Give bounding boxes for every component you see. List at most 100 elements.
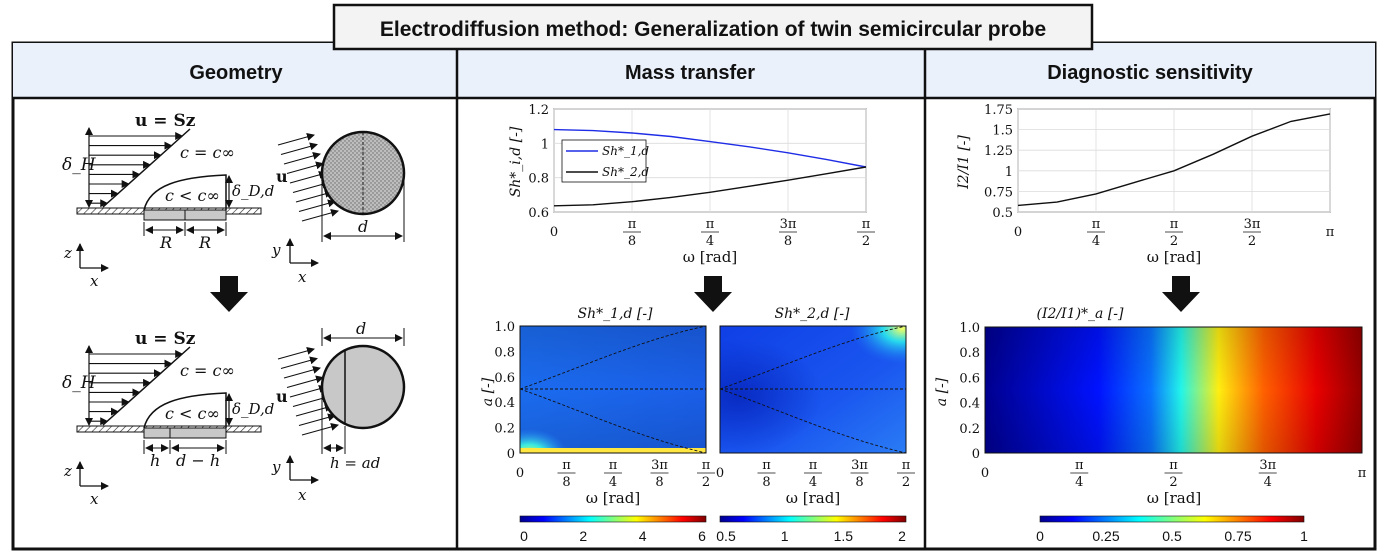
x-tick-label: 0 [981, 466, 989, 481]
down-arrow-sensitivity [1162, 276, 1200, 312]
heatmap3-x-ticks: 0 π 4 π 2 3π 4 π [981, 458, 1367, 490]
axis-x-plan-top: x [298, 268, 307, 286]
seg-d-minus-h: d − h [176, 451, 220, 470]
colorbar-tick-label: 4 [639, 528, 647, 544]
plan-flow-arrow [301, 209, 339, 222]
x-label-4: ω [rad] [1147, 248, 1201, 266]
colorbar-3-ticks: 0 0.25 0.5 0.75 1 [1036, 528, 1308, 544]
header-mass-transfer: Mass transfer [625, 62, 755, 84]
heatmap1-x-ticks: 0 π 8 π 4 3π 8 π 2 [516, 458, 715, 490]
heatmap1-y-label: a [-] [480, 377, 496, 406]
y-tick-label: 0.8 [494, 345, 515, 360]
header-band [13, 43, 1375, 98]
colorbar-tick-label: 0.25 [1092, 528, 1119, 544]
x-tick-label: π [706, 217, 715, 232]
x-tick-label: 2 [1169, 475, 1177, 490]
heatmap3-y-label: a [-] [934, 377, 950, 406]
heatmap1-y-ticks: 0 0.2 0.4 0.6 0.8 1.0 [494, 320, 515, 462]
colorbar-2 [719, 515, 907, 523]
split-label: h = ad [330, 454, 380, 472]
legend-label-sh2: Sh*_2,d [602, 165, 649, 179]
x-tick-label: π [809, 458, 818, 473]
plan-flow-arrow [301, 423, 339, 436]
x-tick-label: 3π [780, 217, 797, 232]
figure-title: Electrodiffusion method: Generalization … [380, 18, 1046, 41]
colorbar-tick-label: 0.75 [1224, 528, 1251, 544]
seg-h: h [150, 451, 160, 470]
x-tick-label: 3π [1244, 217, 1261, 232]
colorbar-3 [1039, 515, 1305, 523]
colorbar-tick-label: 2 [579, 528, 587, 544]
colorbar-tick-label: 1 [1300, 528, 1308, 544]
legend-label-sh1: Sh*_1,d [602, 144, 649, 158]
title-box [332, 3, 1094, 51]
x-tick-label: 3π [851, 458, 868, 473]
chart-heatmap-ratio: (I2/I1)*_a [-] a [-] ω [rad] 00.20.40.60… [934, 306, 1367, 544]
y-tick-label: 0.8 [959, 346, 980, 361]
colorbar-tick-label: 1 [781, 528, 789, 544]
series-sh1-line [553, 128, 867, 168]
y-label-4: I2/I1 [-] [956, 135, 972, 190]
heatmap1-contour-upper [519, 325, 707, 390]
axis-x-bottom: x [90, 490, 99, 508]
heatmap1-contour-lower [519, 388, 707, 454]
y-ticks-4: 0.5 0.75 1 1.25 1.5 1.75 [984, 103, 1013, 221]
heatmap1-edge [520, 448, 706, 453]
x-ticks-4: 0 π 4 π 2 3π 2 π [1014, 217, 1335, 249]
x-tick-label: 0 [550, 225, 558, 240]
x-tick-label: 2 [902, 475, 910, 490]
heatmap2-title: Sh*_2,d [-] [774, 306, 850, 322]
plan-flow-arrow [295, 190, 333, 203]
velocity-vectors [89, 132, 184, 208]
x-tick-label: 0 [516, 466, 524, 481]
y-tick-label: 0.6 [494, 371, 515, 386]
axis-x-top: x [90, 272, 99, 290]
delta-d-label: δ_D,d [232, 182, 274, 200]
x-tick-label: 4 [1264, 475, 1272, 490]
plan-flow-arrow [286, 161, 324, 175]
diameter-bottom: d [356, 319, 366, 338]
legend-1 [561, 139, 647, 183]
y-tick-label: 1.2 [528, 103, 549, 118]
x-tick-label: 2 [862, 234, 870, 249]
colorbar-tick-label: 6 [698, 528, 706, 544]
plan-flow-arrow [280, 142, 318, 156]
boundary-layer [143, 174, 227, 211]
x-tick-label: 4 [706, 234, 714, 249]
plan-flow-arrow [289, 385, 327, 398]
flow-label: u = Sz [135, 111, 196, 131]
x-tick-label: 8 [762, 475, 770, 490]
x-tick-label: 0 [716, 466, 724, 481]
heatmap2-x-label: ω [rad] [786, 489, 840, 507]
axis-z-top: z [63, 244, 72, 262]
heatmap3-title: (I2/I1)*_a [-] [1037, 306, 1125, 322]
chart-mass-transfer-line: Sh*_1,d Sh*_2,d Sh*_i,d [-] ω [rad] 0.60… [508, 103, 875, 266]
x-tick-label: 0 [1014, 225, 1022, 240]
y-ticks-1: 0.6 0.8 1 1.2 [528, 103, 549, 221]
y-tick-label: 1 [541, 137, 549, 152]
y-label-1: Sh*_i,d [-] [508, 126, 524, 197]
axis-x-plan-bottom: x [298, 486, 307, 504]
x-tick-label: 3π [1259, 458, 1276, 473]
down-arrow-mass-transfer [694, 276, 732, 312]
grid-4 [1017, 108, 1331, 213]
colorbar-2-ticks: 0.5 1 1.5 2 [716, 528, 906, 544]
heatmap1-title: Sh*_1,d [-] [577, 306, 653, 322]
x-tick-label: 4 [809, 475, 817, 490]
y-tick-label: 0.5 [992, 206, 1013, 221]
heatmap3-y-ticks: 0 0.2 0.4 0.6 0.8 1.0 [959, 321, 980, 462]
heatmap1-x-label: ω [rad] [586, 489, 640, 507]
plan-flow-arrow [283, 152, 321, 165]
y-tick-label: 1.75 [984, 103, 1013, 118]
delta-h-label-b: δ_H [62, 373, 97, 393]
plan-flow-arrow [295, 404, 333, 417]
x-tick-label: 2 [1248, 234, 1256, 249]
y-tick-label: 0 [507, 447, 515, 462]
series-sh2-line [553, 166, 867, 207]
y-tick-label: 1.0 [959, 321, 980, 336]
x-tick-label: π [628, 217, 637, 232]
chart-sensitivity-line: I2/I1 [-] ω [rad] 0.5 0.75 1 1.25 1.5 1.75 0 π… [956, 103, 1335, 266]
plan-flow-arrow [286, 375, 324, 389]
plan-flow-arrow [298, 199, 336, 213]
